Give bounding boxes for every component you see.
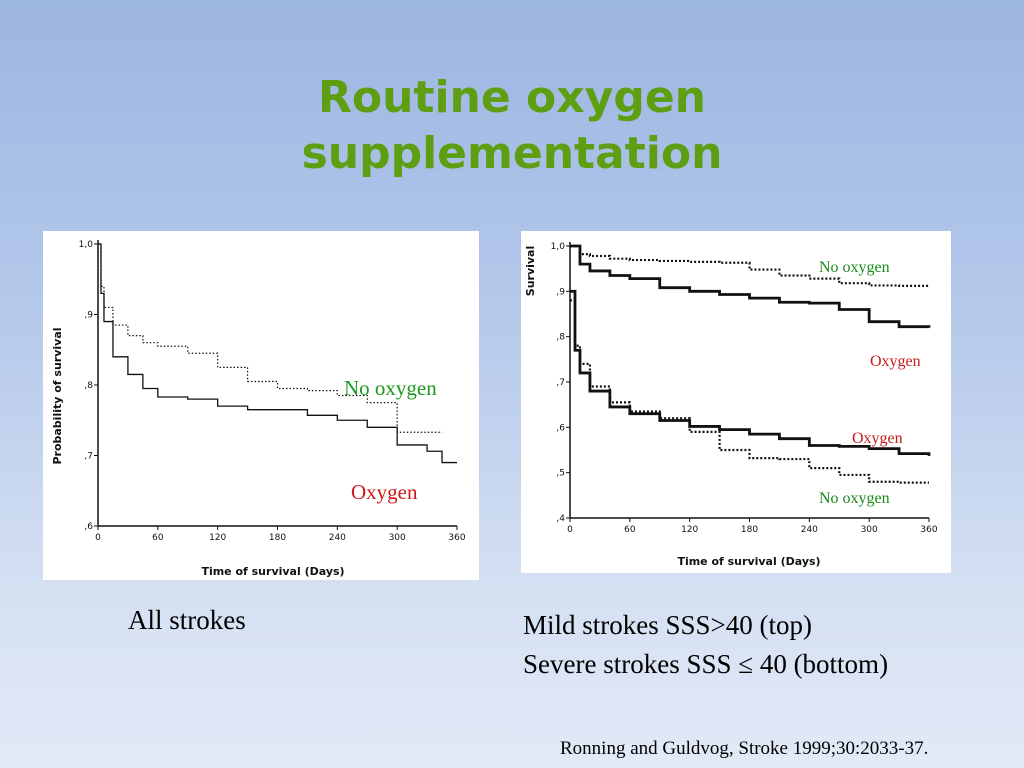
y-tick-label: ,9 xyxy=(556,287,565,297)
y-tick-label: 1,0 xyxy=(79,240,94,250)
series-line-no-oxygen-3 xyxy=(570,299,929,484)
x-tick-label: 300 xyxy=(389,533,406,543)
chart-all-strokes-svg: Probability of survival Time of survival… xyxy=(51,240,466,578)
x-tick-label: 0 xyxy=(95,533,101,543)
y-tick-label: ,4 xyxy=(556,514,565,524)
y-tick-label: ,7 xyxy=(556,378,565,388)
series-line-oxygen-1 xyxy=(98,243,457,464)
chart-all-strokes: Probability of survival Time of survival… xyxy=(43,231,479,580)
x-tick-label: 120 xyxy=(681,525,698,535)
chart-mild-severe-strokes-svg: Survival Time of survival (Days) No oxyg… xyxy=(524,242,938,568)
x-tick-label: 360 xyxy=(448,533,465,543)
title-line-2: supplementation xyxy=(301,128,723,179)
caption-mild-strokes: Mild strokes SSS>40 (top) xyxy=(523,610,813,640)
x-tick-label: 120 xyxy=(209,533,226,543)
x-tick-label: 300 xyxy=(861,525,878,535)
series-line-no-oxygen-0 xyxy=(98,243,443,433)
x-tick-label: 0 xyxy=(567,525,573,535)
annotation-no-oxygen: No oxygen xyxy=(344,376,437,400)
title-line-1: Routine oxygen xyxy=(318,72,706,123)
y-tick-label: ,6 xyxy=(556,423,565,433)
y-axis-label: Probability of survival xyxy=(51,327,64,464)
annotation-oxygen-severe: Oxygen xyxy=(852,430,903,447)
y-axis-label: Survival xyxy=(524,246,537,296)
citation: Ronning and Guldvog, Stroke 1999;30:2033… xyxy=(560,738,929,759)
x-tick-label: 60 xyxy=(152,533,164,543)
slide-title: Routine oxygen supplementation xyxy=(0,70,1024,182)
x-axis-label: Time of survival (Days) xyxy=(677,555,820,568)
y-tick-label: ,7 xyxy=(84,452,93,462)
x-tick-label: 240 xyxy=(329,533,346,543)
annotation-no-oxygen-severe: No oxygen xyxy=(819,490,890,507)
x-tick-label: 360 xyxy=(920,525,937,535)
annotation-oxygen: Oxygen xyxy=(351,480,418,504)
y-tick-label: ,5 xyxy=(556,469,565,479)
x-tick-label: 240 xyxy=(801,525,818,535)
chart-mild-severe-strokes: Survival Time of survival (Days) No oxyg… xyxy=(521,231,951,573)
x-tick-label: 180 xyxy=(269,533,286,543)
y-tick-label: ,8 xyxy=(556,333,565,343)
x-tick-label: 60 xyxy=(624,525,636,535)
x-axis-label: Time of survival (Days) xyxy=(201,565,344,578)
y-tick-label: ,9 xyxy=(84,311,93,321)
x-tick-label: 180 xyxy=(741,525,758,535)
annotation-no-oxygen-mild: No oxygen xyxy=(819,259,890,276)
y-tick-label: ,6 xyxy=(84,522,93,532)
annotation-oxygen-mild: Oxygen xyxy=(870,353,921,370)
y-tick-label: 1,0 xyxy=(551,242,566,252)
series-line-no-oxygen-0 xyxy=(570,244,931,287)
series-line-oxygen-1 xyxy=(570,244,931,329)
caption-severe-strokes: Severe strokes SSS ≤ 40 (bottom) xyxy=(523,649,889,679)
caption-all-strokes: All strokes xyxy=(128,605,246,635)
y-tick-label: ,8 xyxy=(84,381,93,391)
